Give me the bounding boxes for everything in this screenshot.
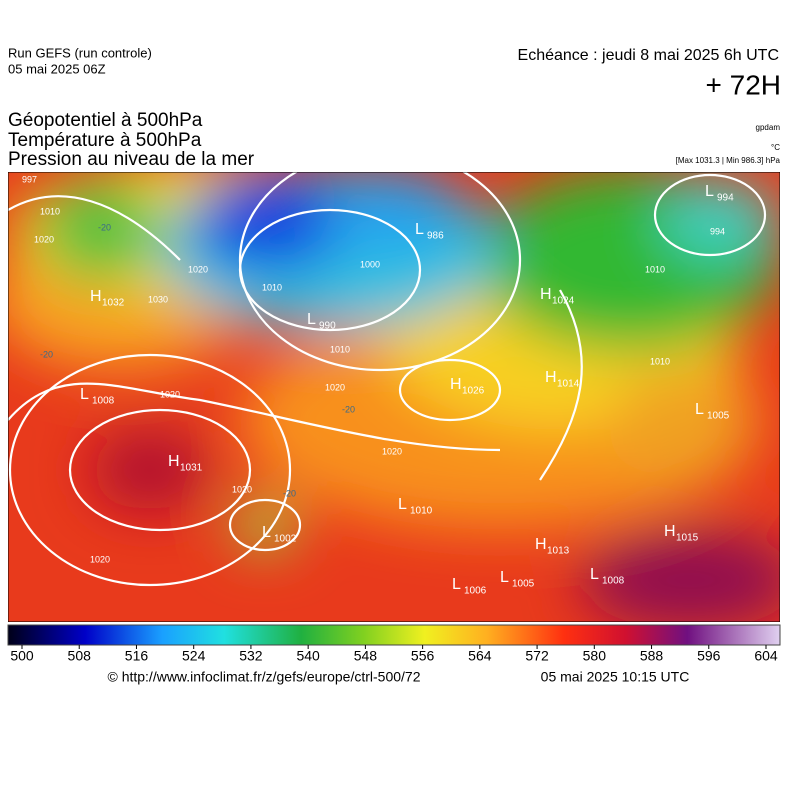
center-letter: H (450, 376, 462, 393)
center-value: 990 (319, 321, 336, 332)
isobar-label: 1010 (262, 282, 282, 292)
isobar-label: -20 (40, 349, 53, 359)
center-value: 1008 (92, 396, 115, 407)
lead: + 72H (706, 69, 782, 100)
center-letter: L (415, 221, 424, 238)
isobar-label: 1010 (650, 356, 670, 366)
center-letter: L (398, 496, 407, 513)
center-letter: H (168, 453, 180, 470)
run-date: 05 mai 2025 06Z (8, 61, 106, 76)
isobar-label: 1020 (188, 264, 208, 274)
forecast: Echéance : jeudi 8 mai 2025 6h UTC (518, 47, 779, 64)
center-value: 1010 (410, 506, 433, 517)
isobar-label: 994 (710, 226, 725, 236)
isobar-label: 1020 (382, 446, 402, 456)
colorbar-tick-label: 596 (697, 648, 721, 664)
title-line: Température à 500hPa (8, 130, 202, 151)
colorbar-tick-label: 588 (640, 648, 664, 664)
isobar-label: 1010 (645, 264, 665, 274)
center-letter: L (705, 183, 714, 200)
center-value: 1024 (552, 296, 575, 307)
center-value: 1005 (512, 579, 535, 590)
colorbar-tick-label: 572 (525, 648, 549, 664)
center-value: 994 (717, 193, 734, 204)
center-letter: H (664, 523, 676, 540)
center-value: 986 (427, 231, 444, 242)
colorbar-tick-label: 580 (583, 648, 607, 664)
center-letter: L (695, 401, 704, 418)
center-value: 1005 (707, 411, 730, 422)
colorbar-tick-label: 548 (354, 648, 378, 664)
center-letter: L (262, 524, 271, 541)
colorbar-tick-label: 500 (10, 648, 34, 664)
center-value: 1026 (462, 386, 485, 397)
isobar-label: 997 (22, 174, 37, 184)
colorbar-tick-label: 508 (68, 648, 92, 664)
center-value: 1015 (676, 533, 699, 544)
center-value: 1014 (557, 379, 580, 390)
isobar-label: 1030 (148, 294, 168, 304)
center-letter: H (540, 286, 552, 303)
unit: °C (771, 143, 780, 152)
center-letter: H (535, 536, 547, 553)
center-value: 1006 (464, 586, 487, 597)
colorbar-tick-label: 604 (754, 648, 778, 664)
colorbar-tick-label: 516 (125, 648, 149, 664)
colorbar-tick-label: 540 (296, 648, 320, 664)
colorbar-tick-label: 524 (182, 648, 206, 664)
center-letter: L (307, 311, 316, 328)
colorbar-tick-label: 564 (468, 648, 492, 664)
isobar-label: 1020 (232, 484, 252, 494)
unit: gpdam (756, 123, 781, 132)
center-value: 1031 (180, 463, 203, 474)
isobar-label: -20 (283, 488, 296, 498)
center-letter: L (452, 576, 461, 593)
colorbar-tick-label: 532 (239, 648, 263, 664)
colorbar (7, 624, 781, 646)
isobar-label: 1010 (330, 344, 350, 354)
issued: 05 mai 2025 10:15 UTC (541, 669, 690, 685)
center-value: 1032 (102, 298, 125, 309)
center-letter: H (90, 288, 102, 305)
center-value: 1008 (602, 576, 625, 587)
center-value: 1013 (547, 546, 570, 557)
isobar-label: 1020 (34, 234, 54, 244)
center-letter: L (500, 569, 509, 586)
center-letter: L (590, 566, 599, 583)
run: Run GEFS (run controle) (8, 45, 152, 60)
isobar-label: -20 (98, 222, 111, 232)
minmax: [Max 1031.3 | Min 986.3] hPa (676, 156, 781, 165)
center-letter: H (545, 369, 557, 386)
title-line: Géopotentiel à 500hPa (8, 110, 203, 131)
center-value: 1002 (274, 534, 297, 545)
isobar-label: -20 (342, 404, 355, 414)
isobar-label: 1020 (325, 382, 345, 392)
isobar-label: 1000 (360, 259, 380, 269)
map (8, 172, 780, 622)
isobar-label: 1020 (160, 389, 180, 399)
source: © http://www.infoclimat.fr/z/gefs/europe… (107, 669, 420, 685)
colorbar-tick-label: 556 (411, 648, 435, 664)
isobar-label: 1020 (90, 554, 110, 564)
center-letter: L (80, 386, 89, 403)
title-line: Pression au niveau de la mer (8, 149, 255, 170)
isobar-label: 1010 (40, 206, 60, 216)
